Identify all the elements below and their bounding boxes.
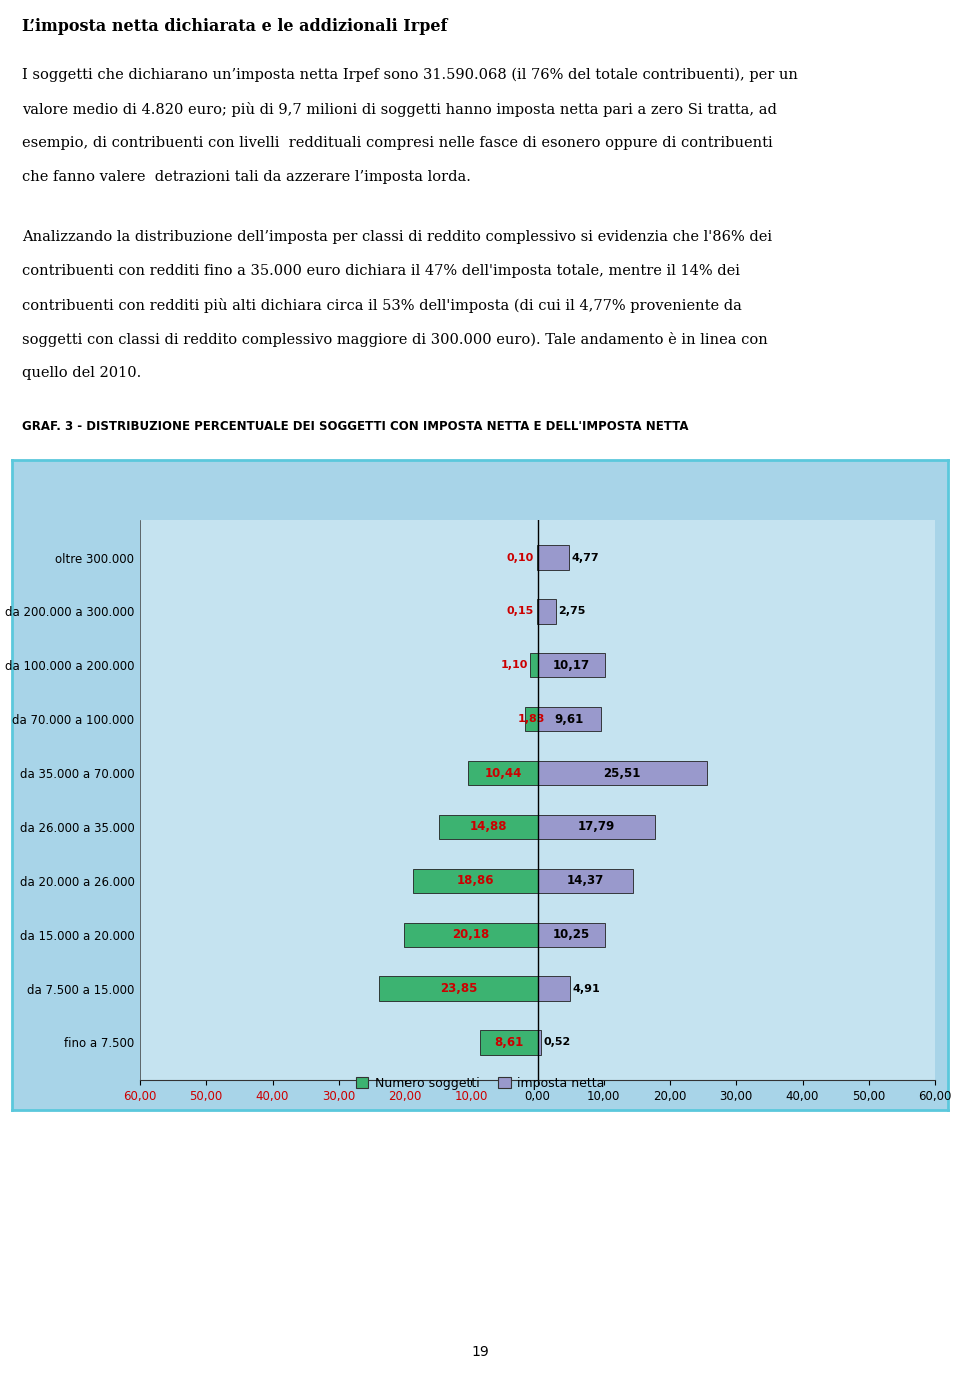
Bar bbox=[538, 546, 569, 569]
Text: 0,15: 0,15 bbox=[507, 606, 534, 616]
Bar bbox=[538, 815, 656, 839]
Bar bbox=[537, 600, 538, 624]
Text: soggetti con classi di reddito complessivo maggiore di 300.000 euro). Tale andam: soggetti con classi di reddito complessi… bbox=[22, 331, 768, 346]
Text: valore medio di 4.820 euro; più di 9,7 milioni di soggetti hanno imposta netta p: valore medio di 4.820 euro; più di 9,7 m… bbox=[22, 102, 777, 117]
Text: 1,83: 1,83 bbox=[517, 714, 545, 725]
Text: 17,79: 17,79 bbox=[578, 821, 615, 833]
Bar bbox=[404, 923, 538, 947]
Text: 4,91: 4,91 bbox=[573, 983, 600, 994]
Bar bbox=[413, 869, 538, 892]
Text: GRAF. 3 - DISTRIBUZIONE PERCENTUALE DEI SOGGETTI CON IMPOSTA NETTA E DELL'IMPOST: GRAF. 3 - DISTRIBUZIONE PERCENTUALE DEI … bbox=[22, 419, 688, 433]
Text: Analizzando la distribuzione dell’imposta per classi di reddito complessivo si e: Analizzando la distribuzione dell’impost… bbox=[22, 230, 772, 243]
Bar bbox=[538, 869, 633, 892]
Text: quello del 2010.: quello del 2010. bbox=[22, 366, 141, 380]
Text: 4,77: 4,77 bbox=[572, 553, 599, 562]
Text: 1,10: 1,10 bbox=[500, 660, 528, 671]
Text: I soggetti che dichiarano un’imposta netta Irpef sono 31.590.068 (il 76% del tot: I soggetti che dichiarano un’imposta net… bbox=[22, 67, 798, 82]
Bar bbox=[538, 1030, 540, 1055]
Text: 19: 19 bbox=[471, 1345, 489, 1358]
Bar bbox=[439, 815, 538, 839]
Text: 10,25: 10,25 bbox=[553, 928, 590, 941]
Bar bbox=[468, 760, 538, 785]
Bar bbox=[525, 707, 538, 732]
Bar bbox=[480, 1030, 538, 1055]
Text: L’imposta netta dichiarata e le addizionali Irpef: L’imposta netta dichiarata e le addizion… bbox=[22, 18, 447, 34]
Text: 0,52: 0,52 bbox=[543, 1037, 571, 1048]
Text: 10,17: 10,17 bbox=[553, 659, 589, 672]
Bar bbox=[538, 923, 606, 947]
Bar bbox=[538, 760, 707, 785]
Text: 18,86: 18,86 bbox=[456, 874, 493, 887]
Text: 8,61: 8,61 bbox=[494, 1035, 523, 1049]
Text: 14,88: 14,88 bbox=[469, 821, 507, 833]
Text: 0,10: 0,10 bbox=[507, 553, 534, 562]
Bar bbox=[538, 653, 605, 678]
Text: 14,37: 14,37 bbox=[566, 874, 604, 887]
Text: 25,51: 25,51 bbox=[603, 767, 640, 780]
Text: contribuenti con redditi fino a 35.000 euro dichiara il 47% dell'imposta totale,: contribuenti con redditi fino a 35.000 e… bbox=[22, 264, 740, 278]
Text: contribuenti con redditi più alti dichiara circa il 53% dell'imposta (di cui il : contribuenti con redditi più alti dichia… bbox=[22, 298, 742, 314]
Legend: Numero soggetti, imposta netta: Numero soggetti, imposta netta bbox=[350, 1071, 610, 1094]
Text: 23,85: 23,85 bbox=[440, 982, 477, 996]
Text: 2,75: 2,75 bbox=[559, 606, 586, 616]
Bar bbox=[538, 600, 556, 624]
Text: 10,44: 10,44 bbox=[484, 767, 521, 780]
Text: 9,61: 9,61 bbox=[555, 712, 584, 726]
Text: che fanno valere  detrazioni tali da azzerare l’imposta lorda.: che fanno valere detrazioni tali da azze… bbox=[22, 170, 470, 184]
Bar bbox=[379, 976, 538, 1001]
Bar bbox=[538, 976, 570, 1001]
Text: esempio, di contribuenti con livelli  reddituali compresi nelle fasce di esonero: esempio, di contribuenti con livelli red… bbox=[22, 136, 773, 150]
Bar bbox=[530, 653, 538, 678]
Text: 20,18: 20,18 bbox=[452, 928, 490, 941]
Bar bbox=[538, 707, 601, 732]
